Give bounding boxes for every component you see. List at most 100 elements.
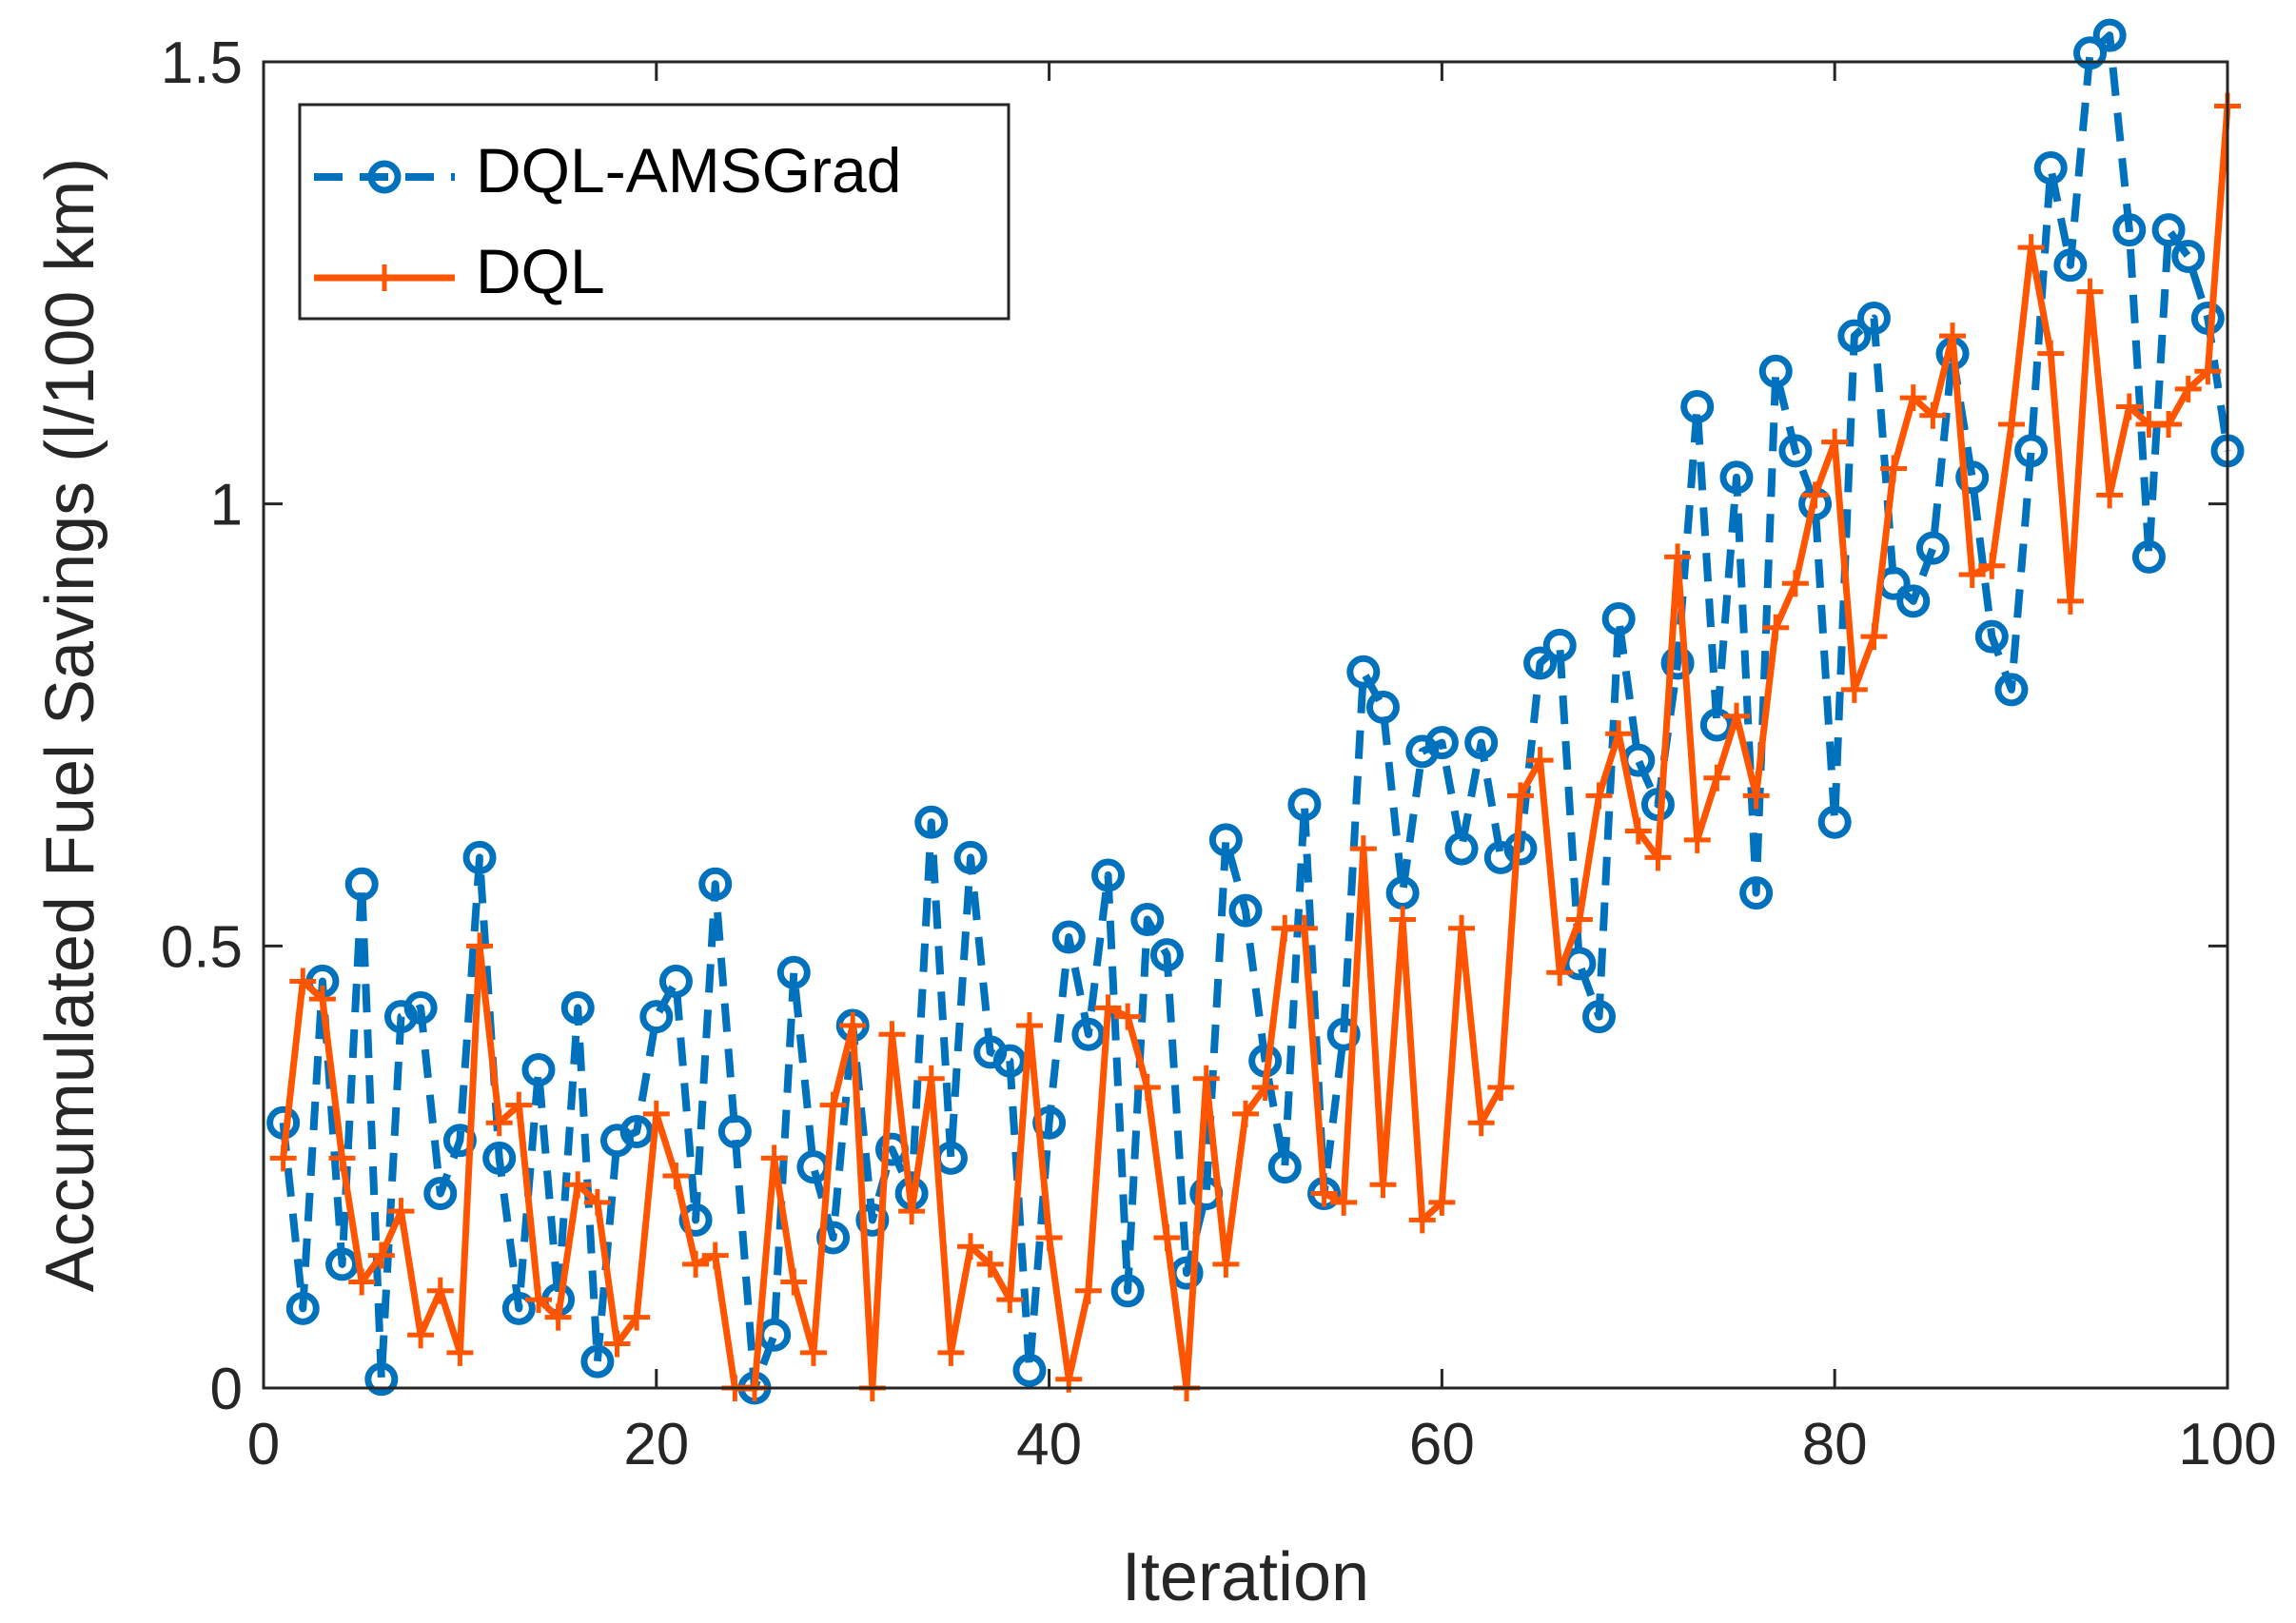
data-point-dql-amsgrad — [1994, 673, 2029, 707]
legend-box — [298, 103, 1011, 321]
data-point-dql — [1074, 1277, 1102, 1304]
data-point-dql-amsgrad — [776, 955, 811, 989]
data-point-dql-amsgrad — [1424, 726, 1459, 760]
legend-sample-dql-amsgrad — [314, 160, 455, 194]
data-point-dql — [682, 1250, 710, 1278]
data-point-dql — [1251, 1074, 1279, 1102]
data-point-dql — [1290, 914, 1318, 942]
data-point-dql — [269, 1144, 297, 1172]
data-point-dql — [760, 1144, 788, 1172]
data-point-dql — [1506, 782, 1534, 810]
data-point-dql — [1664, 543, 1692, 571]
data-point-dql-amsgrad — [1110, 1274, 1145, 1308]
data-point-dql-amsgrad — [2171, 239, 2206, 273]
data-point-dql-amsgrad — [1601, 601, 1636, 636]
data-point-dql — [1448, 914, 1476, 942]
data-point-dql-amsgrad — [2112, 213, 2147, 247]
data-point-dql — [544, 1303, 572, 1331]
data-point-dql — [917, 1065, 945, 1092]
legend-label-dql-amsgrad: DQL-AMSGrad — [476, 135, 901, 205]
data-point-dql-amsgrad — [1130, 902, 1165, 936]
data-point-dql — [1585, 782, 1613, 810]
data-point-dql-amsgrad — [1856, 302, 1891, 336]
data-point-dql-amsgrad — [953, 840, 988, 874]
legend-label-dql: DQL — [476, 236, 605, 306]
data-point-dql — [1958, 561, 1986, 589]
data-point-dql — [564, 1171, 592, 1199]
data-point-dql — [289, 968, 317, 995]
data-point-dql-amsgrad — [1208, 823, 1243, 857]
data-point-dql — [1840, 675, 1868, 703]
data-point-dql — [583, 1188, 611, 1216]
data-point-dql — [407, 1321, 435, 1349]
data-point-dql — [1487, 1074, 1515, 1102]
x-tick-label: 20 — [623, 1412, 689, 1477]
data-point-dql — [1212, 1250, 1240, 1278]
data-point-dql-amsgrad — [1228, 893, 1263, 928]
data-point-dql — [328, 1144, 356, 1172]
data-point-dql-amsgrad — [1346, 655, 1381, 689]
data-point-dql-amsgrad — [1974, 619, 2009, 654]
data-point-dql — [1389, 906, 1417, 933]
data-point-dql-amsgrad — [1051, 920, 1086, 954]
x-tick-label: 100 — [2178, 1412, 2276, 1477]
data-point-dql — [1762, 614, 1790, 641]
data-point-dql — [1703, 764, 1731, 792]
data-point-dql — [2017, 234, 2045, 262]
data-point-dql — [2096, 481, 2124, 509]
data-point-dql-amsgrad — [2151, 213, 2186, 247]
data-point-dql-amsgrad — [364, 1362, 399, 1397]
data-point-dql-amsgrad — [2092, 18, 2127, 52]
legend-marker — [371, 264, 398, 291]
data-point-dql — [996, 1286, 1024, 1314]
data-point-dql — [2194, 358, 2222, 385]
legend-sample-dql — [314, 264, 455, 291]
data-point-dql-amsgrad — [1149, 938, 1184, 972]
data-point-dql — [780, 1268, 808, 1296]
data-point-dql — [1330, 1188, 1358, 1216]
data-point-dql-amsgrad — [914, 805, 949, 839]
data-point-dql-amsgrad — [1464, 726, 1499, 760]
data-point-dql — [1683, 826, 1711, 853]
data-point-dql-amsgrad — [717, 1114, 752, 1148]
data-point-dql — [1742, 782, 1770, 810]
data-point-dql — [1781, 570, 1809, 597]
data-point-dql — [1801, 481, 1829, 509]
data-point-dql — [2076, 278, 2104, 305]
data-point-dql-amsgrad — [1365, 690, 1400, 724]
data-point-dql — [1133, 1074, 1161, 1102]
legend-marker — [367, 160, 402, 194]
data-point-dql — [1094, 994, 1122, 1022]
data-point-dql — [642, 1100, 670, 1127]
data-point-dql — [446, 1339, 474, 1366]
data-point-dql-amsgrad — [2131, 539, 2166, 574]
data-point-dql — [466, 932, 494, 960]
data-point-dql-amsgrad — [698, 867, 733, 901]
data-point-dql-amsgrad — [521, 1052, 556, 1086]
data-point-dql — [1899, 384, 1927, 412]
data-point-dql — [1114, 1003, 1142, 1030]
data-point-dql — [799, 1339, 827, 1366]
series-dql — [269, 92, 2241, 1401]
data-point-dql — [1153, 1224, 1181, 1252]
legend: DQL-AMSGrad DQL — [298, 103, 1011, 321]
data-point-dql — [1939, 323, 1967, 350]
y-tick-label: 1.5 — [161, 30, 243, 96]
data-point-dql-amsgrad — [501, 1291, 536, 1325]
data-point-dql-amsgrad — [325, 1247, 360, 1281]
data-point-dql-amsgrad — [992, 1044, 1027, 1078]
data-point-dql-amsgrad — [2014, 434, 2049, 468]
data-point-dql — [1310, 1180, 1338, 1207]
data-point-dql-amsgrad — [1091, 858, 1126, 892]
data-point-dql-amsgrad — [1719, 460, 1754, 495]
data-point-dql — [957, 1233, 985, 1261]
data-point-dql-amsgrad — [658, 965, 693, 999]
data-point-dql — [2037, 340, 2065, 367]
data-point-dql-amsgrad — [2073, 36, 2108, 70]
y-axis-title: Accumulated Fuel Savings (l/100 km) — [32, 158, 108, 1293]
data-point-dql-amsgrad — [1287, 788, 1322, 822]
data-point-dql-amsgrad — [1699, 708, 1734, 742]
data-point-dql — [1467, 1109, 1495, 1137]
data-point-dql — [1428, 1188, 1456, 1216]
data-point-dql — [898, 1198, 926, 1225]
